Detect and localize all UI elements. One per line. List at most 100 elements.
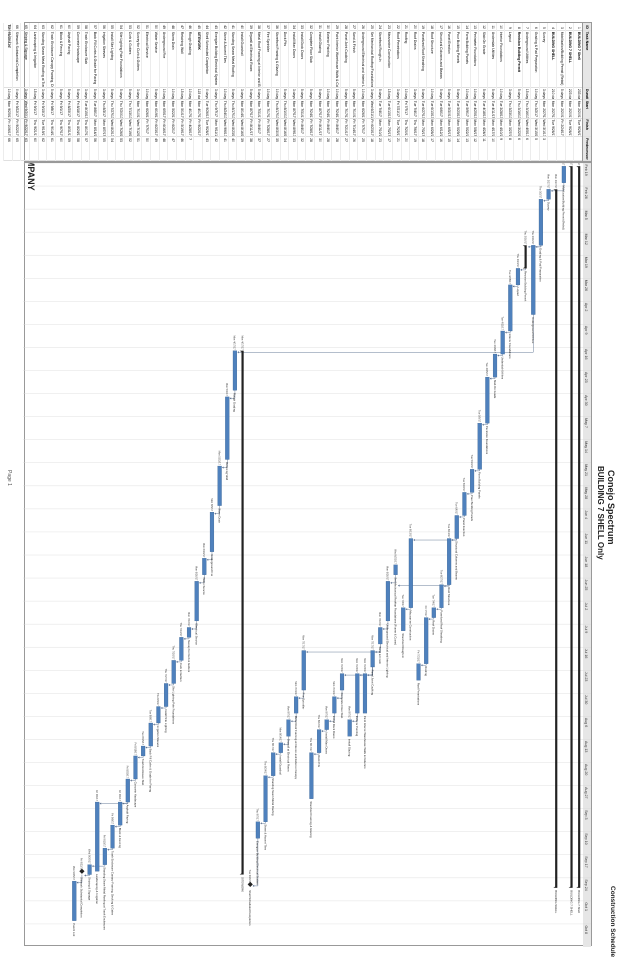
task-finish: Fri 9/22/17 — [194, 118, 202, 138]
table-row: 63 Standing Seam Metal Roofing at Trash E… — [37, 23, 47, 162]
table-row: 6 Grading & Pad Preparation 10 days Thu 3/2… — [530, 23, 539, 162]
task-predecessors: 61 — [47, 137, 55, 162]
task-start: Tue 6/6/17 — [436, 99, 444, 119]
task-bar — [179, 637, 184, 661]
task-finish: Fri 8/4/17 — [297, 118, 306, 138]
task-bar — [431, 607, 436, 618]
dependency-link — [459, 515, 465, 518]
milestone-marker — [79, 868, 85, 874]
table-row: 14 Form Building Panels 10 days Tue 5/9/17 M… — [461, 23, 470, 162]
task-finish: Mon 5/8/17 — [470, 118, 479, 138]
week-label: Jun 25 — [584, 580, 588, 591]
task-duration: 5 days — [280, 88, 289, 100]
task-bar — [202, 558, 207, 575]
task-bar — [209, 512, 215, 552]
task-finish: Fri 8/4/17 — [323, 118, 332, 138]
table-row: 46 Rough Grading 10 days Mon 4/17/17 Fri 4/2… — [184, 23, 194, 162]
table-row: 11 Underslab Utilities 5 days Tue 4/11/17 Mo… — [486, 23, 496, 162]
task-start: Wed 6/21/17 — [366, 99, 375, 119]
bar-task-label: BUILDING 7 Shell — [577, 890, 581, 913]
task-start: Tue 4/18/17 — [479, 99, 487, 119]
week-label: Oct 1 — [584, 902, 588, 911]
dependency-arrow — [199, 581, 201, 584]
bar-start-date-label: Tue 3/28/17 — [508, 270, 512, 284]
dependency-link — [199, 574, 205, 584]
table-row: 36 Storefront Framing & Glazing 10 days Thu… — [270, 23, 280, 162]
task-finish: Fri 8/11/17 — [315, 118, 323, 138]
table-row: 54 Site Lighting Pole Foundations 5 days Th… — [115, 23, 125, 162]
dependency-arrow — [84, 874, 86, 877]
dependency-link — [413, 538, 457, 541]
bar-task-label: Form Building Panels — [478, 472, 482, 499]
task-predecessors: 6 — [522, 137, 531, 162]
task-start: Tue 4/25/17 — [470, 99, 479, 119]
task-bar — [362, 673, 368, 714]
dependency-arrow — [344, 673, 346, 677]
column-header-task-name: Task Name — [583, 30, 591, 89]
bar-task-label: Structural Columns and Beams — [455, 541, 459, 580]
bar-task-label: Storefront Rough-In — [401, 633, 405, 658]
task-bar — [370, 650, 375, 668]
task-finish: Fri 9/22/17 — [12, 118, 21, 138]
bar-task-label: Roof Structure — [447, 587, 451, 605]
task-name: Sitework Substantial Completion — [12, 30, 21, 89]
dependency-link — [291, 713, 297, 722]
task-duration: 5 days — [315, 88, 323, 100]
task-name: Underground Fire — [159, 30, 168, 89]
task-id: 54 — [116, 23, 125, 31]
task-predecessors: 53 — [116, 137, 125, 162]
task-duration: 3 days — [237, 88, 246, 100]
bar-task-label: Sitework Substantial Completion — [80, 877, 84, 918]
task-predecessors — [574, 137, 582, 162]
task-bar — [194, 581, 199, 622]
bar-task-label: Block & Fencing — [118, 828, 122, 849]
task-duration: 5 days — [444, 88, 453, 100]
task-finish: Fri 6/23/17 — [150, 118, 159, 138]
task-duration: 3 days — [410, 88, 418, 100]
task-bar — [339, 673, 345, 691]
task-predecessors: 12 — [470, 137, 479, 162]
task-start: Fri 7/7/17 — [401, 99, 410, 119]
table-row: 48 Storm Drain 10 days Mon 5/22/17 Fri 6/2/1… — [167, 23, 176, 162]
page-number: Page 1 — [6, 470, 12, 486]
task-duration: 10 days — [4, 88, 12, 100]
bar-task-label: Revision Building Permit — [523, 271, 527, 302]
task-id: 23 — [384, 23, 392, 31]
task-name: Metal Roof Framing at Interior and Exter… — [254, 30, 263, 89]
bar-start-date-label: Mon 7/10/17 — [378, 612, 382, 627]
task-id: 37 — [263, 23, 271, 31]
table-row: 9 Layout 3 days Thu 3/23/17 Mon 3/27/17 8 — [504, 23, 513, 162]
bar-start-date-label: Thu 3/2/17 — [539, 186, 543, 199]
task-predecessors: 52 — [125, 137, 133, 162]
task-id: 1 — [574, 23, 582, 31]
task-predecessors: 57 — [81, 137, 90, 162]
week-label: Jun 18 — [584, 557, 588, 568]
task-name: Roof Structure — [427, 30, 436, 89]
dependency-arrow — [99, 802, 102, 805]
table-row: 23 Mezzanine Construction 15 days Tue 6/13/… — [383, 23, 392, 162]
bar-task-label: Exterior Painting — [355, 716, 359, 737]
task-id: 9 — [505, 23, 513, 31]
bar-start-date-label: Thu 8/3/17 — [156, 693, 160, 706]
table-row: 57 Back Fill Curbs & Grade for Paving 5 da… — [89, 23, 99, 162]
bar-task-label: Survey for Curb & Gutters — [187, 640, 191, 673]
dependency-arrow — [114, 825, 117, 828]
task-start: Thu 3/2/17 — [531, 99, 539, 119]
dependency-arrow — [551, 189, 553, 192]
bar-task-label: Landscaping & Irrigation — [95, 874, 99, 905]
task-name: Concrete Hardscape — [73, 30, 81, 89]
table-row: 43 Energize Building Electrical System 3 d… — [210, 23, 220, 162]
task-start: Thu 7/27/17 — [107, 99, 116, 119]
dependency-link — [344, 667, 373, 676]
task-finish: Wed 7/19/17 — [125, 118, 133, 138]
dependency-link — [153, 723, 159, 725]
bar-start-date-label: Mon 7/24/17 — [363, 658, 367, 673]
bar-start-date-label: Tue 4/11/17 — [500, 316, 504, 330]
dependency-link — [76, 874, 83, 883]
task-start: Thu 8/24/17 — [220, 99, 228, 119]
task-bar — [263, 775, 268, 822]
task-finish: Mon 8/7/17 — [99, 118, 107, 138]
dependency-link — [421, 663, 427, 666]
task-id: 50 — [150, 23, 159, 31]
dependency-arrow — [398, 584, 400, 587]
